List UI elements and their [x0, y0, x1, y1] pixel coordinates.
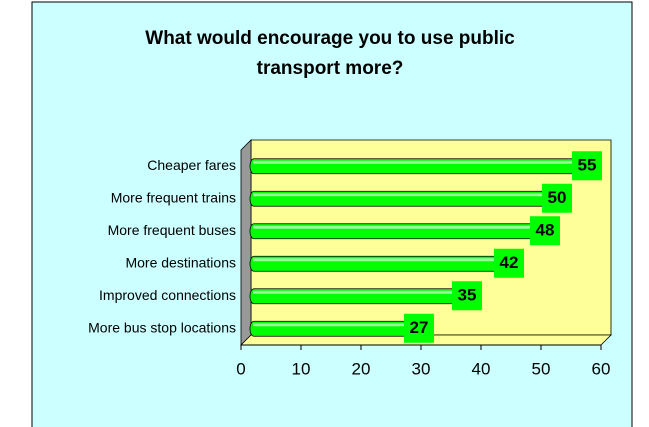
y-tick-label: Improved connections	[99, 287, 236, 303]
bar-highlight	[253, 193, 543, 197]
bar-highlight	[253, 258, 495, 262]
y-tick-label: More bus stop locations	[88, 319, 236, 335]
x-tick-label: 30	[412, 359, 431, 378]
value-label-box	[452, 281, 482, 311]
bar-highlight	[253, 323, 405, 327]
y-tick-label: Cheaper fares	[147, 157, 236, 173]
y-tick-label: More destinations	[125, 254, 236, 270]
value-label: 50	[548, 188, 567, 207]
x-tick-label: 10	[292, 359, 311, 378]
chart-title: What would encourage you to use public t…	[145, 28, 515, 79]
value-label-box	[530, 216, 560, 246]
value-label: 27	[410, 318, 429, 337]
x-tick-label: 60	[592, 359, 611, 378]
x-tick-label: 0	[236, 359, 245, 378]
x-tick-label: 50	[532, 359, 551, 378]
value-label-box	[494, 248, 524, 278]
y-tick-label: More frequent buses	[108, 222, 236, 238]
x-tick-label: 20	[352, 359, 371, 378]
value-label: 35	[458, 286, 477, 305]
bar-highlight	[253, 160, 573, 164]
value-label: 48	[536, 221, 555, 240]
x-tick-label: 40	[472, 359, 491, 378]
bar-highlight	[253, 290, 453, 294]
value-label-box	[404, 313, 434, 343]
side-wall	[240, 139, 252, 346]
value-label: 55	[578, 156, 597, 175]
value-label-box	[572, 151, 602, 181]
value-label-box	[542, 183, 572, 213]
bar-highlight	[253, 225, 531, 229]
y-tick-label: More frequent trains	[111, 189, 236, 205]
value-label: 42	[500, 253, 519, 272]
